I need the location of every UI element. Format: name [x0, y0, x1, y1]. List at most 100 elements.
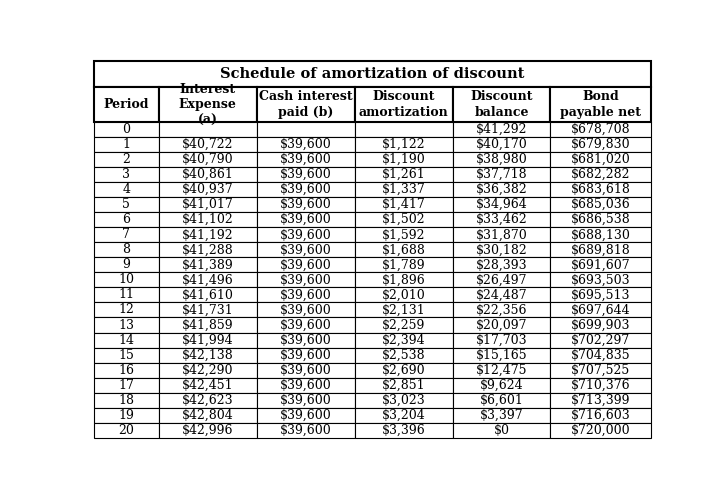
Text: $41,288: $41,288	[182, 244, 233, 256]
Bar	[94, 197, 158, 212]
Text: $42,290: $42,290	[182, 364, 233, 376]
Bar	[452, 167, 550, 182]
Text: $39,600: $39,600	[280, 198, 332, 211]
Text: $39,600: $39,600	[280, 319, 332, 331]
Text: $39,600: $39,600	[280, 273, 332, 287]
Text: $1,261: $1,261	[382, 168, 425, 181]
Bar	[452, 227, 550, 243]
Bar	[452, 272, 550, 288]
Bar	[355, 302, 452, 318]
Text: $3,023: $3,023	[382, 394, 425, 407]
Text: $41,017: $41,017	[182, 198, 233, 211]
Bar	[94, 332, 158, 348]
Text: $41,610: $41,610	[182, 288, 233, 301]
Bar	[452, 152, 550, 167]
Text: $1,592: $1,592	[382, 228, 425, 241]
Text: $695,513: $695,513	[571, 288, 631, 301]
Bar	[94, 243, 158, 257]
Bar	[355, 348, 452, 363]
Text: $12,475: $12,475	[475, 364, 527, 376]
Text: 7: 7	[122, 228, 130, 241]
Text: 15: 15	[119, 349, 134, 362]
Text: $41,389: $41,389	[182, 258, 233, 271]
Bar	[257, 348, 355, 363]
Bar	[452, 318, 550, 332]
Text: $688,130: $688,130	[571, 228, 631, 241]
Text: $41,731: $41,731	[182, 303, 233, 317]
Bar	[550, 167, 651, 182]
Text: $39,600: $39,600	[280, 183, 332, 196]
Text: $28,393: $28,393	[475, 258, 527, 271]
Text: $42,451: $42,451	[182, 378, 233, 392]
Bar	[257, 318, 355, 332]
Text: $41,994: $41,994	[182, 333, 233, 346]
Text: $42,996: $42,996	[182, 424, 233, 437]
Text: $2,131: $2,131	[382, 303, 425, 317]
Bar	[452, 182, 550, 197]
Bar	[550, 423, 651, 438]
Bar	[452, 423, 550, 438]
Text: $39,600: $39,600	[280, 394, 332, 407]
Text: $0: $0	[494, 424, 510, 437]
Bar	[158, 212, 257, 227]
Text: $2,538: $2,538	[382, 349, 425, 362]
Bar	[158, 288, 257, 302]
Text: 18: 18	[119, 394, 134, 407]
Bar	[257, 423, 355, 438]
Text: $39,600: $39,600	[280, 364, 332, 376]
Bar	[355, 377, 452, 393]
Bar	[257, 182, 355, 197]
Bar	[452, 257, 550, 272]
Bar	[158, 363, 257, 377]
Text: $40,722: $40,722	[182, 138, 233, 151]
Bar	[550, 272, 651, 288]
Text: $31,870: $31,870	[475, 228, 527, 241]
Bar	[452, 408, 550, 423]
Bar	[158, 137, 257, 152]
Bar	[355, 212, 452, 227]
Bar	[158, 152, 257, 167]
Text: $37,718: $37,718	[475, 168, 527, 181]
Text: $1,337: $1,337	[382, 183, 425, 196]
Text: $3,397: $3,397	[480, 409, 523, 422]
Text: $17,703: $17,703	[475, 333, 527, 346]
Bar	[550, 243, 651, 257]
Text: $2,259: $2,259	[382, 319, 425, 331]
Text: $26,497: $26,497	[475, 273, 527, 287]
Bar	[257, 363, 355, 377]
Bar	[257, 257, 355, 272]
Bar	[257, 288, 355, 302]
Bar	[158, 257, 257, 272]
Text: $1,417: $1,417	[382, 198, 425, 211]
Bar	[257, 152, 355, 167]
Text: $1,190: $1,190	[382, 153, 425, 166]
Bar	[550, 197, 651, 212]
Text: $39,600: $39,600	[280, 424, 332, 437]
Bar	[158, 348, 257, 363]
Bar	[94, 122, 158, 137]
Bar	[355, 182, 452, 197]
Text: $41,859: $41,859	[182, 319, 233, 331]
Text: $40,170: $40,170	[475, 138, 527, 151]
Bar	[550, 348, 651, 363]
Text: $9,624: $9,624	[480, 378, 523, 392]
Bar	[94, 182, 158, 197]
Bar	[355, 152, 452, 167]
Bar	[158, 393, 257, 408]
Bar	[452, 137, 550, 152]
Text: $693,503: $693,503	[571, 273, 631, 287]
Text: $39,600: $39,600	[280, 378, 332, 392]
Bar	[158, 197, 257, 212]
Bar	[550, 87, 651, 122]
Bar	[452, 288, 550, 302]
Bar	[94, 288, 158, 302]
Bar	[94, 363, 158, 377]
Bar	[257, 227, 355, 243]
Text: $42,138: $42,138	[182, 349, 233, 362]
Text: $1,688: $1,688	[382, 244, 425, 256]
Text: $1,122: $1,122	[382, 138, 425, 151]
Text: $39,600: $39,600	[280, 409, 332, 422]
Text: $34,964: $34,964	[475, 198, 527, 211]
Bar	[355, 332, 452, 348]
Text: $3,204: $3,204	[382, 409, 425, 422]
